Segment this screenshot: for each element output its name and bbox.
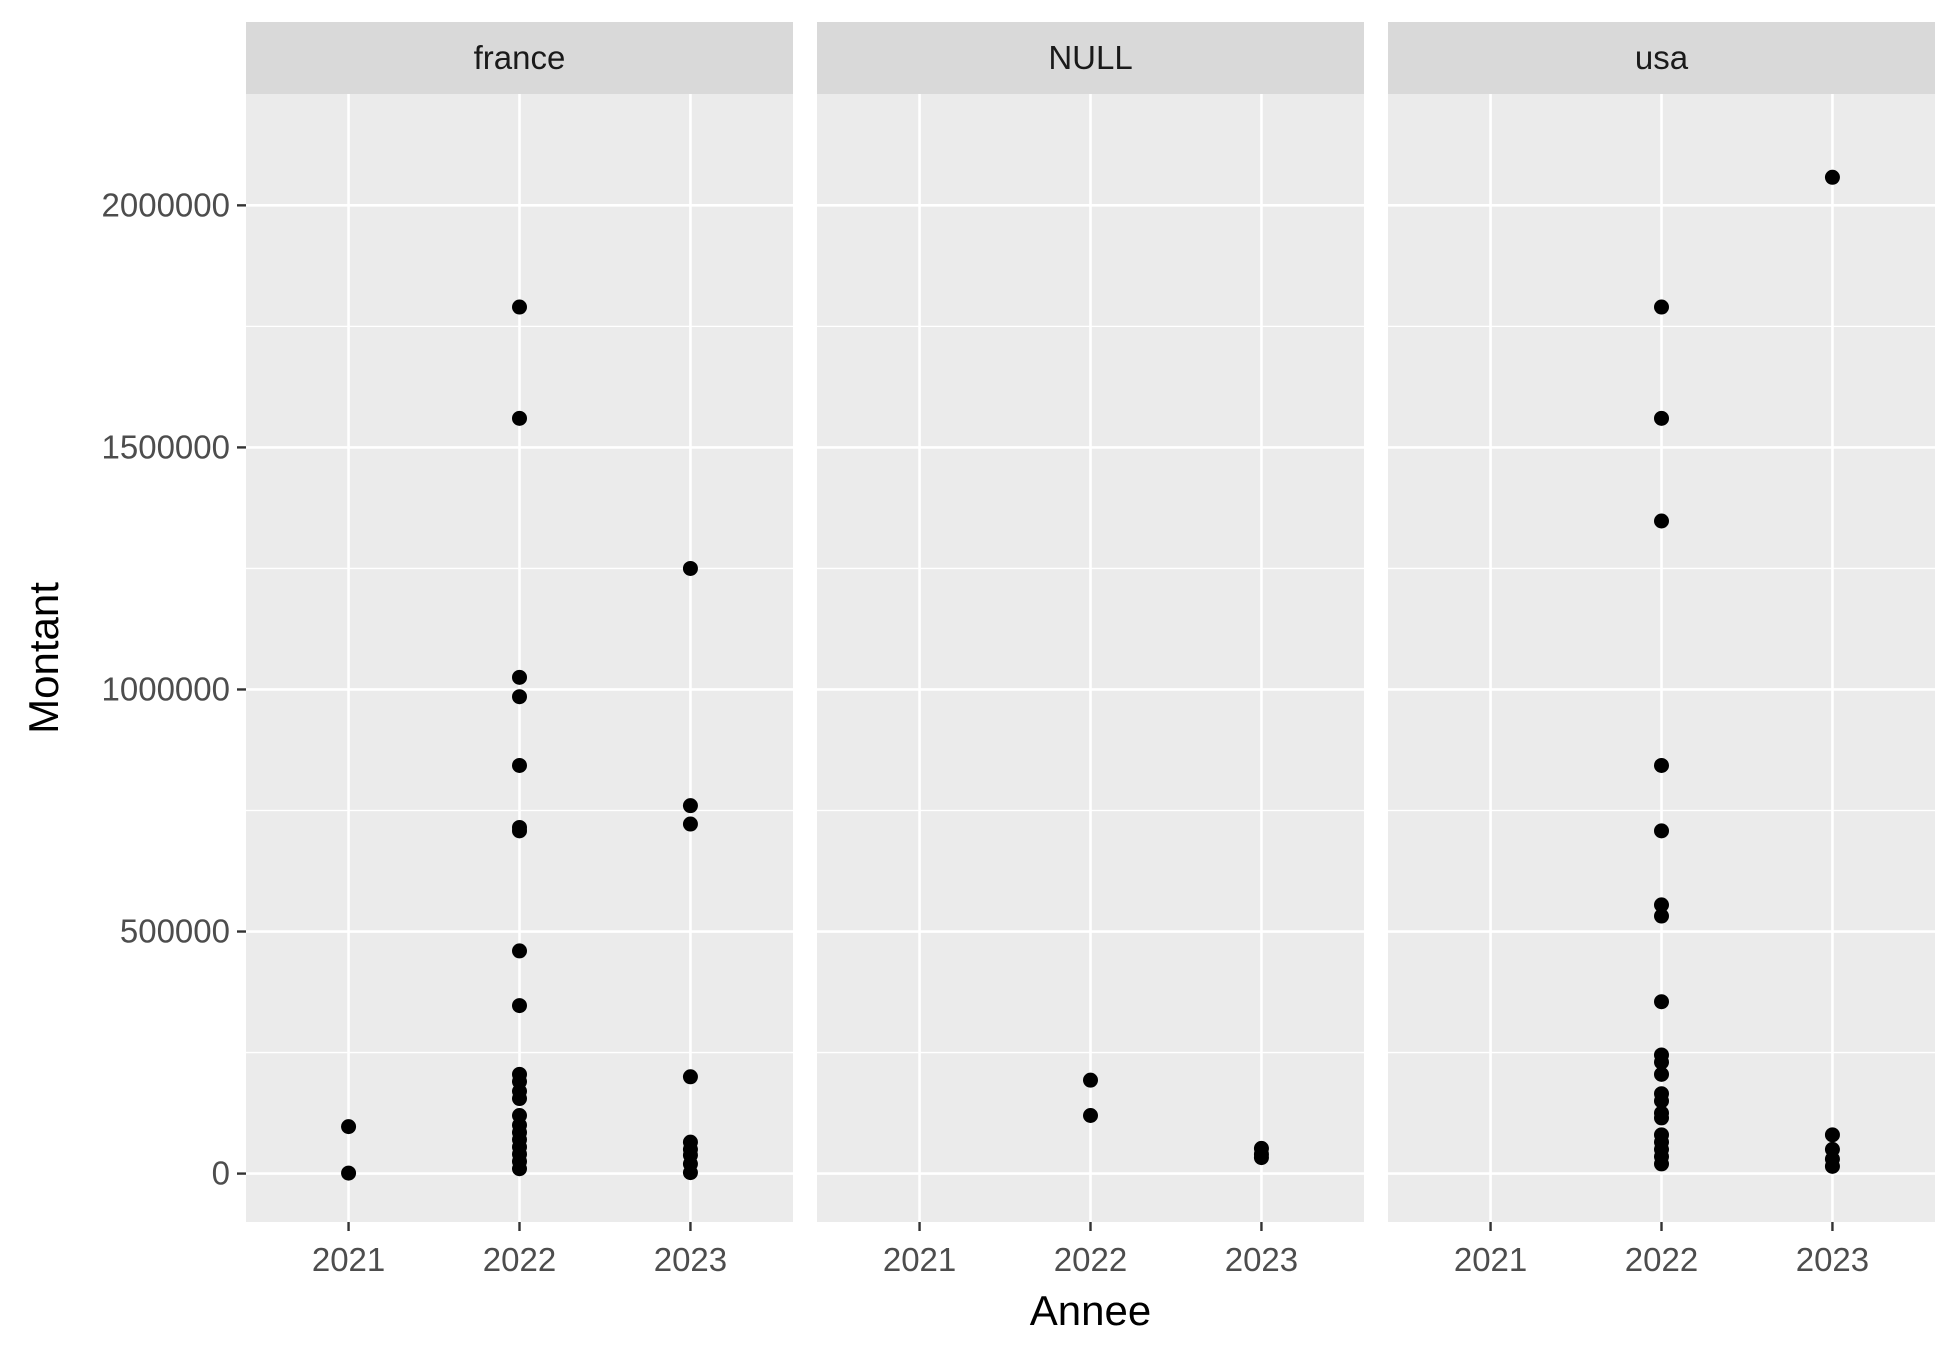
- y-tick-label: 1500000: [102, 428, 230, 465]
- data-point: [682, 1069, 698, 1085]
- data-point: [1654, 823, 1669, 839]
- x-axis-title: Annee: [1030, 1287, 1151, 1334]
- data-point: [1083, 1107, 1098, 1123]
- y-tick-label: 0: [212, 1155, 230, 1192]
- facet-strip: [1388, 22, 1935, 94]
- data-point: [1253, 1150, 1269, 1166]
- data-point: [682, 816, 698, 832]
- data-point: [1083, 1072, 1098, 1088]
- data-point: [512, 1091, 527, 1107]
- facet-strip: [246, 22, 793, 94]
- data-point: [682, 560, 698, 576]
- data-point: [512, 410, 527, 426]
- x-tick-label: 2022: [483, 1241, 556, 1278]
- data-point: [512, 1161, 527, 1177]
- data-point: [512, 689, 527, 705]
- data-point: [682, 798, 698, 814]
- data-point: [512, 823, 527, 839]
- data-point: [1654, 908, 1669, 924]
- data-point: [1654, 897, 1669, 913]
- facet-label: france: [474, 39, 566, 76]
- data-point: [512, 299, 527, 315]
- data-point: [1654, 513, 1669, 529]
- data-point: [512, 757, 527, 773]
- x-tick-label: 2021: [883, 1241, 956, 1278]
- data-point: [682, 1165, 698, 1181]
- x-tick-label: 2021: [312, 1241, 385, 1278]
- data-point: [1654, 299, 1669, 315]
- data-point: [1824, 1158, 1840, 1174]
- data-point: [1654, 994, 1669, 1010]
- y-tick-label: 2000000: [102, 186, 230, 223]
- data-point: [512, 669, 527, 685]
- x-tick-label: 2021: [1454, 1241, 1527, 1278]
- data-point: [1654, 1110, 1669, 1126]
- y-tick-label: 1000000: [102, 670, 230, 707]
- data-point: [1654, 1066, 1669, 1082]
- data-point: [1654, 1093, 1669, 1109]
- y-axis-title: Montant: [20, 582, 67, 734]
- x-tick-label: 2022: [1625, 1241, 1698, 1278]
- data-point: [1824, 1127, 1840, 1143]
- x-tick-label: 2022: [1054, 1241, 1127, 1278]
- facet-label: usa: [1635, 39, 1689, 76]
- data-point: [1654, 757, 1669, 773]
- data-point: [1824, 169, 1840, 185]
- y-tick-label: 500000: [120, 913, 230, 950]
- data-point: [1654, 410, 1669, 426]
- x-tick-label: 2023: [1225, 1241, 1298, 1278]
- data-point: [1654, 1156, 1669, 1172]
- data-point: [341, 1165, 357, 1181]
- data-point: [512, 943, 527, 959]
- facet-strip: [817, 22, 1364, 94]
- x-tick-label: 2023: [654, 1241, 727, 1278]
- data-point: [512, 998, 527, 1014]
- facet-label: NULL: [1048, 39, 1132, 76]
- data-point: [341, 1119, 357, 1135]
- data-point: [1654, 1054, 1669, 1070]
- x-tick-label: 2023: [1796, 1241, 1869, 1278]
